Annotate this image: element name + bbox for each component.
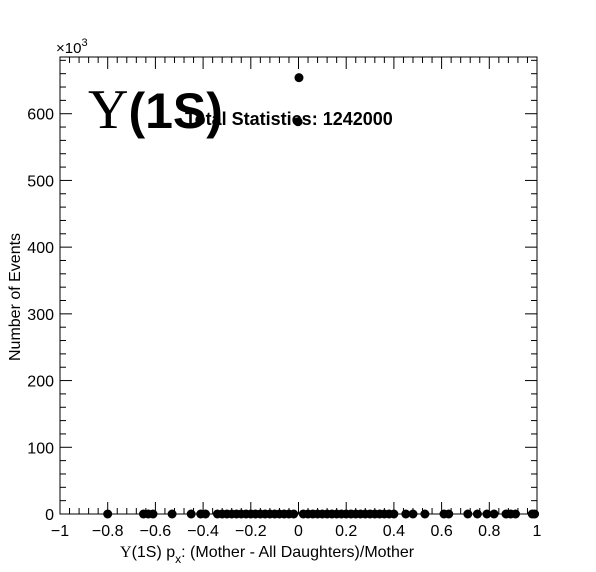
y-axis-ticks [60, 59, 537, 515]
data-point [530, 509, 540, 519]
y-axis-tick-labels: 0 100 200 300 400 500 600 [27, 107, 54, 524]
total-statistics-annotation: Total Statistics: 1242000 [185, 109, 393, 129]
data-point [463, 509, 473, 519]
data-point [167, 509, 177, 519]
data-point [420, 509, 430, 519]
y-tick-label: 300 [27, 307, 54, 324]
x-tick-label: 1 [533, 523, 542, 540]
x-tick-label: 0 [294, 523, 303, 540]
x-tick-label: 0.6 [430, 523, 452, 540]
data-point [294, 73, 304, 83]
x-tick-label: −0.6 [140, 523, 172, 540]
y-tick-label: 200 [27, 374, 54, 391]
data-point [482, 509, 492, 519]
data-point [289, 509, 299, 519]
y-tick-label: 400 [27, 240, 54, 257]
x-tick-label: 0.8 [478, 523, 500, 540]
y-tick-label: 500 [27, 173, 54, 190]
x-tick-label: 0.4 [383, 523, 405, 540]
y-tick-label: 600 [27, 107, 54, 124]
data-point [472, 509, 482, 519]
x-tick-label: −0.4 [187, 523, 219, 540]
data-point [489, 509, 499, 519]
y-axis-title: Number of Events [7, 233, 24, 361]
data-points [103, 73, 540, 519]
x-tick-label: −1 [51, 523, 69, 540]
x-axis-tick-labels: −1 −0.8 −0.6 −0.4 −0.2 0 0.2 0.4 0.6 0.8 1 [51, 523, 542, 540]
data-point [401, 509, 411, 519]
data-point [293, 117, 303, 127]
y-tick-label: 0 [45, 507, 54, 524]
data-point [511, 509, 521, 519]
data-point [148, 509, 158, 519]
data-point [408, 509, 418, 519]
data-point [389, 509, 399, 519]
data-point [186, 509, 196, 519]
y-tick-label: 100 [27, 440, 54, 457]
y-axis-multiplier: ×103 [56, 37, 88, 57]
data-point [444, 509, 454, 519]
x-axis-title: Υ(1S) px: (Mother - All Daughters)/Mothe… [120, 544, 415, 566]
data-point [103, 509, 113, 519]
x-tick-label: −0.8 [92, 523, 124, 540]
x-tick-label: 0.2 [335, 523, 357, 540]
x-tick-label: −0.2 [235, 523, 267, 540]
chart-title: Υ(1S) [88, 79, 223, 141]
data-point [200, 509, 210, 519]
